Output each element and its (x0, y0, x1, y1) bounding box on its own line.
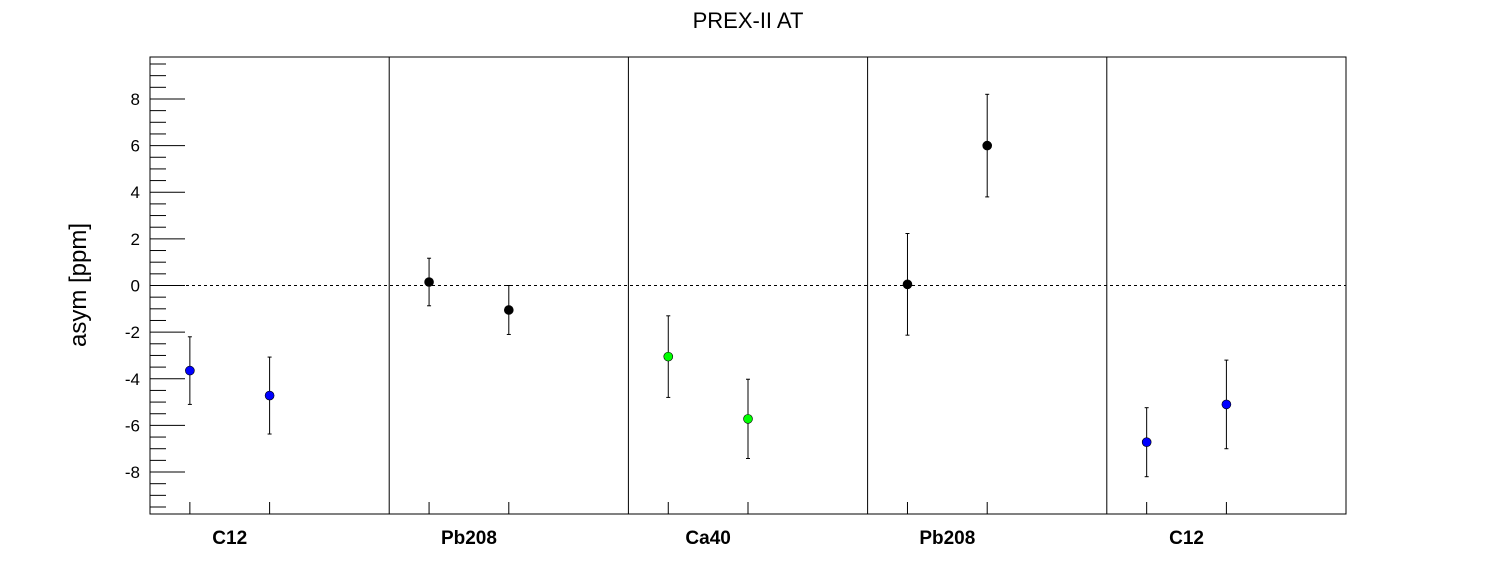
x-group-label: C12 (212, 528, 247, 549)
data-point (185, 365, 195, 376)
data-point (503, 305, 514, 315)
plot-area: -8 -6 -4 -2 0 2 4 6 8 C12 Pb208 Ca40 Pb208 C12 (125, 56, 1347, 549)
y-axis-label: asym [ppm] (65, 223, 92, 347)
data-point (1141, 437, 1152, 447)
y-tick-label: 0 (131, 277, 140, 296)
y-tick-label: 8 (131, 90, 140, 109)
data-point (743, 414, 753, 424)
x-group-label: C12 (1169, 528, 1204, 549)
y-tick-label: 4 (131, 183, 140, 202)
y-tick-label: 2 (131, 230, 140, 249)
x-group-label: Pb208 (919, 528, 975, 549)
y-tick-label: -8 (125, 463, 140, 482)
data-point (663, 351, 674, 362)
data-point (902, 279, 913, 290)
data-point (982, 140, 993, 151)
y-tick-label: -6 (125, 416, 140, 435)
data-point (264, 390, 275, 401)
data-point (424, 277, 434, 287)
x-group-label: Ca40 (685, 528, 730, 549)
y-tick-label: -2 (125, 323, 140, 342)
x-group-label: Pb208 (441, 528, 497, 549)
y-tick-label: -4 (125, 370, 140, 389)
data-point (1221, 399, 1232, 410)
y-tick-label: 6 (131, 137, 140, 156)
chart-title: PREX-II AT (693, 8, 804, 33)
